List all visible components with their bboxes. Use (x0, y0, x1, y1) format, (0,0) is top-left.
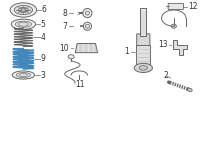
Text: 9: 9 (41, 54, 46, 63)
Circle shape (85, 24, 89, 28)
Circle shape (83, 22, 91, 30)
FancyBboxPatch shape (137, 34, 150, 47)
Ellipse shape (18, 7, 28, 12)
Polygon shape (75, 44, 98, 53)
Circle shape (85, 11, 89, 15)
Text: 10: 10 (59, 44, 69, 53)
FancyBboxPatch shape (140, 8, 146, 36)
Polygon shape (173, 40, 187, 55)
Text: 8: 8 (62, 9, 67, 17)
Text: 2: 2 (163, 71, 168, 80)
Text: 13: 13 (158, 40, 168, 49)
Ellipse shape (12, 71, 35, 79)
Ellipse shape (68, 55, 74, 59)
Text: 12: 12 (188, 2, 198, 11)
Ellipse shape (10, 3, 37, 17)
Ellipse shape (14, 5, 33, 15)
Ellipse shape (171, 24, 176, 28)
Ellipse shape (19, 74, 27, 77)
Text: 7: 7 (62, 22, 67, 31)
Text: 1: 1 (124, 47, 129, 56)
Ellipse shape (18, 22, 28, 26)
Ellipse shape (139, 66, 147, 70)
Text: 11: 11 (75, 80, 85, 89)
Circle shape (83, 9, 92, 18)
Ellipse shape (187, 88, 192, 91)
FancyBboxPatch shape (136, 45, 150, 65)
Ellipse shape (15, 21, 32, 27)
Ellipse shape (134, 63, 152, 72)
Circle shape (21, 8, 25, 12)
Text: 4: 4 (41, 33, 46, 42)
Text: 6: 6 (42, 5, 47, 15)
FancyBboxPatch shape (168, 3, 183, 9)
Ellipse shape (16, 72, 30, 78)
Text: 5: 5 (41, 20, 46, 29)
Ellipse shape (11, 19, 36, 29)
Text: 3: 3 (41, 71, 46, 80)
